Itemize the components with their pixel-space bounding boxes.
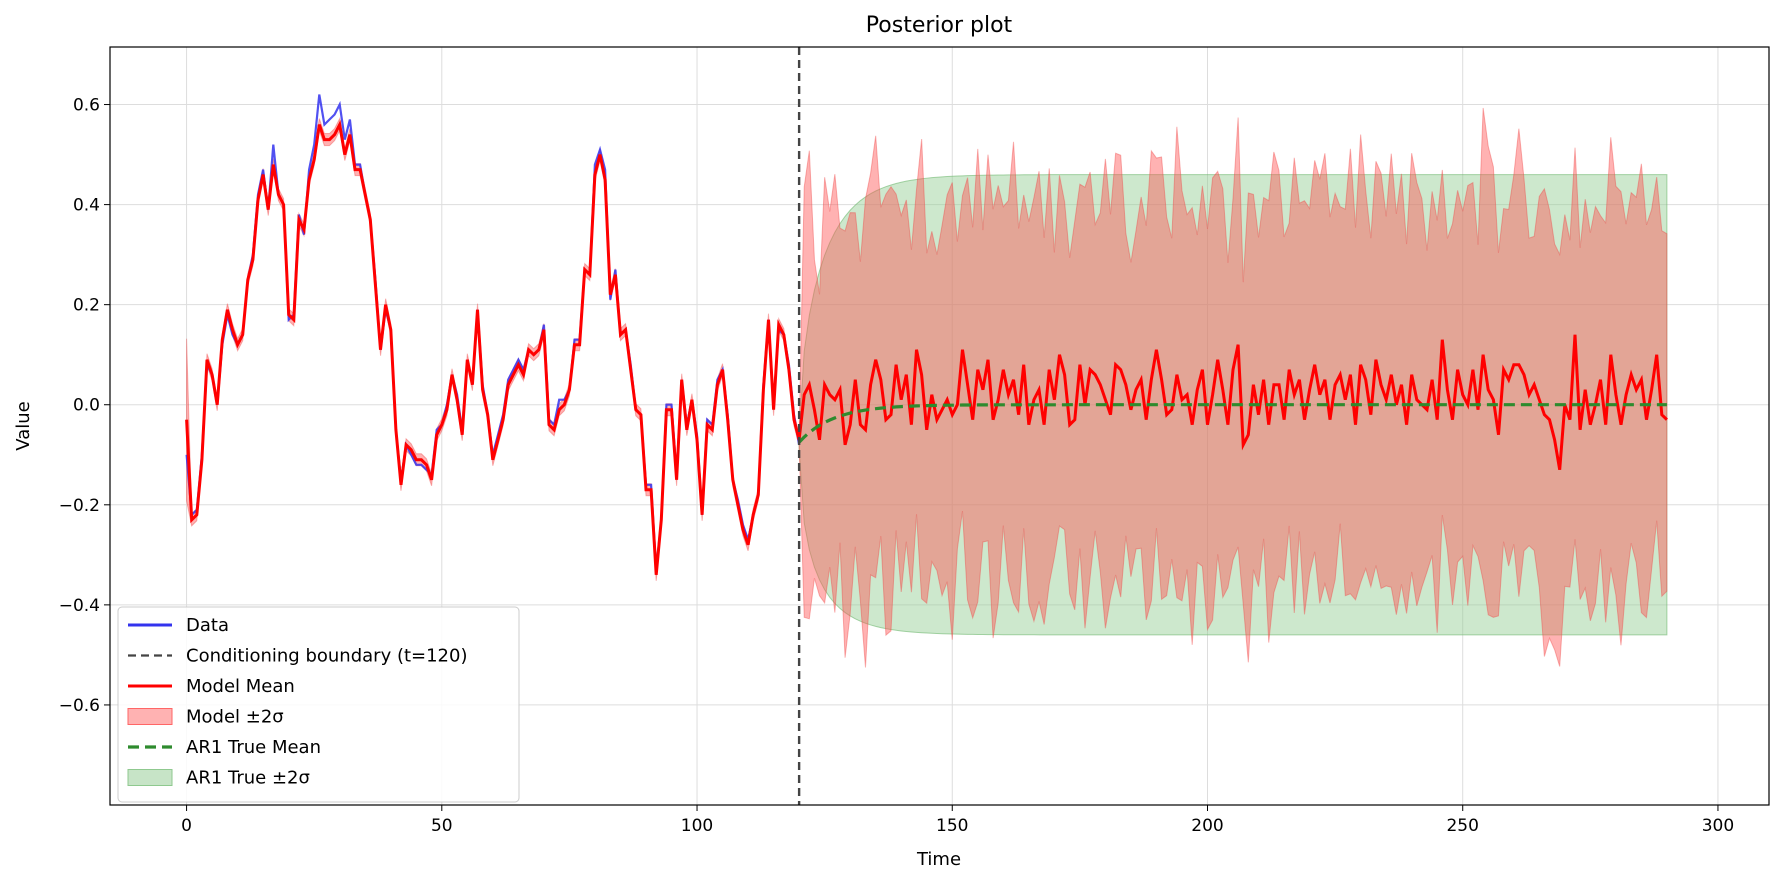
legend-entry: Data xyxy=(128,615,229,636)
y-tick-label: 0.4 xyxy=(73,196,100,216)
legend-entry: AR1 True Mean xyxy=(128,737,321,758)
plot-frame xyxy=(109,46,1770,806)
y-tick-label: 0.6 xyxy=(73,96,100,116)
chart-title: Posterior plot xyxy=(866,13,1013,38)
x-tick-label: 150 xyxy=(936,816,968,836)
legend-label: AR1 True ±2σ xyxy=(186,768,310,789)
model-mean-line xyxy=(185,119,1668,575)
y-tick-label: −0.6 xyxy=(59,696,100,716)
ar1-true-mean-line xyxy=(797,403,1667,444)
legend-label: AR1 True Mean xyxy=(186,737,321,758)
legend-swatch xyxy=(127,769,173,786)
legend-entry: Model ±2σ xyxy=(127,707,284,728)
legend-label: Data xyxy=(186,615,229,636)
legend-label: Model Mean xyxy=(186,676,295,697)
legend-entry: AR1 True ±2σ xyxy=(127,768,310,789)
y-tick-label: −0.4 xyxy=(59,596,100,616)
legend-entry: Model Mean xyxy=(128,676,295,697)
model-band-layer xyxy=(186,107,1668,668)
legend-box xyxy=(117,606,520,803)
x-tick-label: 200 xyxy=(1191,816,1223,836)
series-lines xyxy=(185,47,1668,805)
y-tick-label: −0.2 xyxy=(59,496,100,516)
legend: Data Conditioning boundary (t=120) Model M… xyxy=(117,606,520,803)
x-tick-label: 100 xyxy=(681,816,713,836)
legend-swatch xyxy=(127,708,173,725)
legend-entry: Conditioning boundary (t=120) xyxy=(128,646,467,667)
y-axis-ticks: −0.6 −0.4 −0.2 0.0 0.2 0.4 0.6 xyxy=(59,96,110,716)
legend-label: Model ±2σ xyxy=(186,707,284,728)
x-axis-ticks: 0 50 100 150 200 250 300 xyxy=(181,805,1734,836)
y-axis-title: Value xyxy=(13,401,34,450)
x-tick-label: 250 xyxy=(1446,816,1478,836)
legend-label: Conditioning boundary (t=120) xyxy=(186,646,467,667)
x-tick-label: 50 xyxy=(431,816,453,836)
x-tick-label: 0 xyxy=(181,816,192,836)
x-axis-title: Time xyxy=(916,849,961,870)
model-band xyxy=(186,107,1668,668)
y-tick-label: 0.0 xyxy=(73,396,100,416)
x-tick-label: 300 xyxy=(1702,816,1734,836)
y-tick-label: 0.2 xyxy=(73,296,100,316)
